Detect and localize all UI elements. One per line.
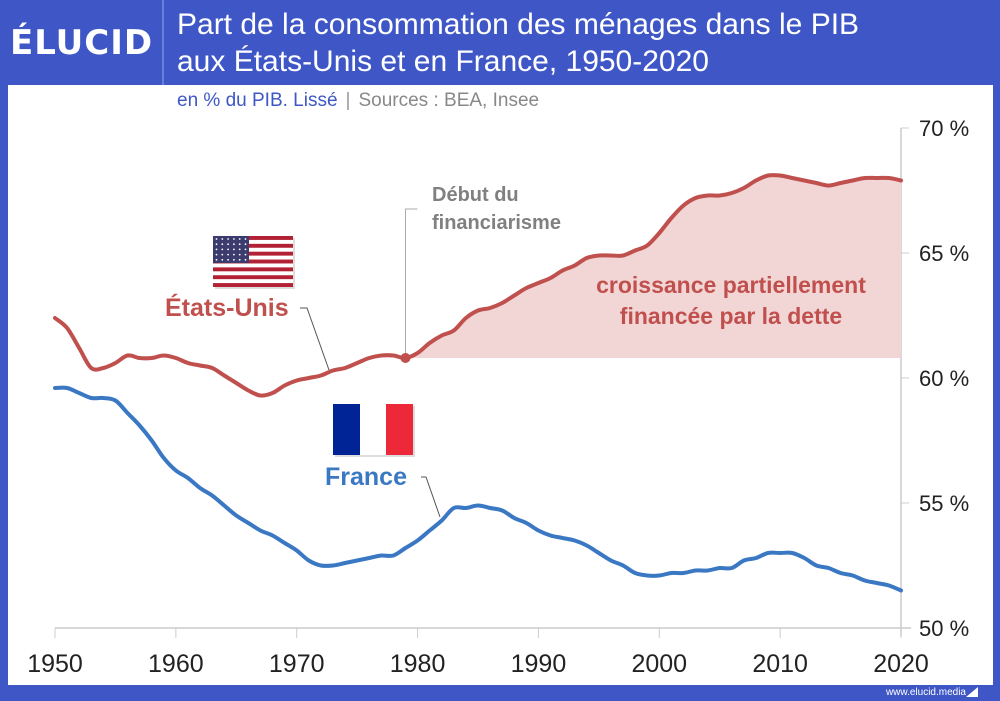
france-label: France <box>325 463 407 491</box>
x-tick-label: 1970 <box>269 650 325 678</box>
flag-star <box>238 253 241 256</box>
flag-star <box>233 243 235 246</box>
flag-star <box>221 248 224 251</box>
y-tick-label: 65 % <box>919 241 969 266</box>
flag-star <box>244 238 247 240</box>
x-tick-label: 1980 <box>390 650 446 678</box>
subtitle-unit: en % du PIB. Lissé <box>177 90 338 111</box>
france-label-leader <box>421 476 441 518</box>
flag-stripe <box>213 251 293 256</box>
flag-star <box>244 253 247 256</box>
debt-financed-area <box>405 175 901 358</box>
y-tick-label: 50 % <box>919 616 969 641</box>
annotations: Début du financiarisme croissance partie… <box>165 184 866 518</box>
flag-star <box>215 258 218 261</box>
flag-star <box>221 243 224 246</box>
y-tick-label: 55 % <box>919 491 969 516</box>
header-bar: ÉLUCID Part de la consommation des ménag… <box>0 0 1000 85</box>
area-label-line2: financée par la dette <box>620 303 842 329</box>
flag-star <box>233 258 235 261</box>
x-tick-label: 1950 <box>27 650 83 678</box>
header-divider <box>162 0 164 85</box>
flag-star <box>238 238 241 240</box>
chart-title: Part de la consommation des ménages dans… <box>177 6 859 80</box>
flag-star <box>244 248 247 251</box>
subtitle-sources: Sources : BEA, Insee <box>358 90 540 111</box>
flag-star <box>238 258 241 261</box>
debt-area <box>405 175 901 358</box>
flag-star <box>227 258 229 261</box>
flag-star <box>227 238 229 240</box>
flag-star <box>233 248 235 251</box>
flag-star <box>215 248 218 251</box>
flag-star <box>221 258 224 261</box>
flag-star <box>215 238 218 240</box>
flag-stripe <box>213 259 293 264</box>
flag-star <box>244 243 247 246</box>
event-label-line2: financiarisme <box>432 212 561 234</box>
us-flag-icon <box>213 236 295 289</box>
flag-stripe <box>213 243 293 248</box>
flag-star <box>215 253 218 256</box>
event-marker <box>400 353 411 363</box>
flag-stripe <box>213 275 293 280</box>
flag-stripe <box>213 267 293 272</box>
flag-star <box>233 238 235 240</box>
x-tick-label: 2000 <box>631 650 687 678</box>
brand-mark-icon <box>966 687 978 697</box>
us-label: États-Unis <box>165 293 289 322</box>
series-line-france <box>53 385 903 593</box>
flag-stripe <box>213 283 293 287</box>
footer-url: www.elucid.media <box>885 687 966 698</box>
x-tick-label: 2010 <box>752 650 808 678</box>
flag-star <box>227 243 229 246</box>
flag-star <box>215 243 218 246</box>
chart-title-line2: aux États-Unis et en France, 1950-2020 <box>177 45 709 78</box>
flag-star <box>244 258 247 261</box>
flag-star <box>227 248 229 251</box>
y-tick-label: 70 % <box>919 116 969 141</box>
area-label-line1: croissance partiellement <box>596 272 866 298</box>
y-tick-label: 60 % <box>919 366 969 391</box>
brand-logo: ÉLUCID <box>10 23 154 63</box>
chart-subtitle: en % du PIB. Lissé | Sources : BEA, Insee <box>177 90 539 112</box>
us-label-leader <box>300 307 330 371</box>
flag-star <box>227 253 229 256</box>
series-lines <box>53 173 903 593</box>
chart-title-line1: Part de la consommation des ménages dans… <box>177 8 860 41</box>
x-tick-label: 2020 <box>873 650 929 678</box>
x-tick-label: 1990 <box>511 650 567 678</box>
flag-stripe <box>213 236 293 240</box>
flag-star <box>238 248 241 251</box>
axes: 1950 1960 1970 1980 1990 2000 2010 2020 50 % 55 %… <box>27 116 969 678</box>
france-flag-icon <box>333 404 415 457</box>
flag-star <box>221 238 224 240</box>
flag-star <box>233 253 235 256</box>
event-label-line1: Début du <box>432 184 519 206</box>
flag-star <box>221 253 224 256</box>
x-tick-label: 1960 <box>148 650 204 678</box>
subtitle-separator: | <box>345 90 351 111</box>
event-leader-line <box>404 208 418 353</box>
flag-star <box>238 243 241 246</box>
